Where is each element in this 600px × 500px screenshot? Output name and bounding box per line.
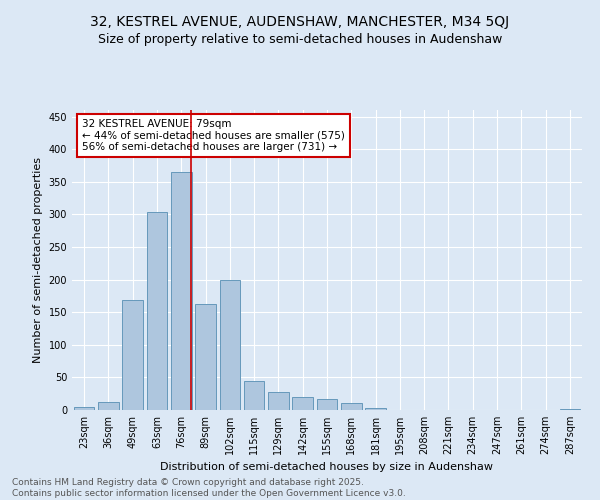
Bar bbox=[195, 304, 216, 410]
Bar bbox=[220, 280, 240, 410]
Bar bbox=[74, 406, 94, 410]
Text: Size of property relative to semi-detached houses in Audenshaw: Size of property relative to semi-detach… bbox=[98, 32, 502, 46]
Bar bbox=[292, 397, 313, 410]
Text: Contains HM Land Registry data © Crown copyright and database right 2025.
Contai: Contains HM Land Registry data © Crown c… bbox=[12, 478, 406, 498]
Bar bbox=[341, 404, 362, 410]
Bar bbox=[244, 380, 265, 410]
Bar bbox=[317, 399, 337, 410]
Bar bbox=[365, 408, 386, 410]
Text: Distribution of semi-detached houses by size in Audenshaw: Distribution of semi-detached houses by … bbox=[161, 462, 493, 472]
Y-axis label: Number of semi-detached properties: Number of semi-detached properties bbox=[33, 157, 43, 363]
Bar bbox=[268, 392, 289, 410]
Bar bbox=[560, 408, 580, 410]
Bar bbox=[98, 402, 119, 410]
Bar bbox=[171, 172, 191, 410]
Text: 32, KESTREL AVENUE, AUDENSHAW, MANCHESTER, M34 5QJ: 32, KESTREL AVENUE, AUDENSHAW, MANCHESTE… bbox=[91, 15, 509, 29]
Bar bbox=[146, 212, 167, 410]
Bar bbox=[122, 300, 143, 410]
Text: 32 KESTREL AVENUE: 79sqm
← 44% of semi-detached houses are smaller (575)
56% of : 32 KESTREL AVENUE: 79sqm ← 44% of semi-d… bbox=[82, 119, 345, 152]
